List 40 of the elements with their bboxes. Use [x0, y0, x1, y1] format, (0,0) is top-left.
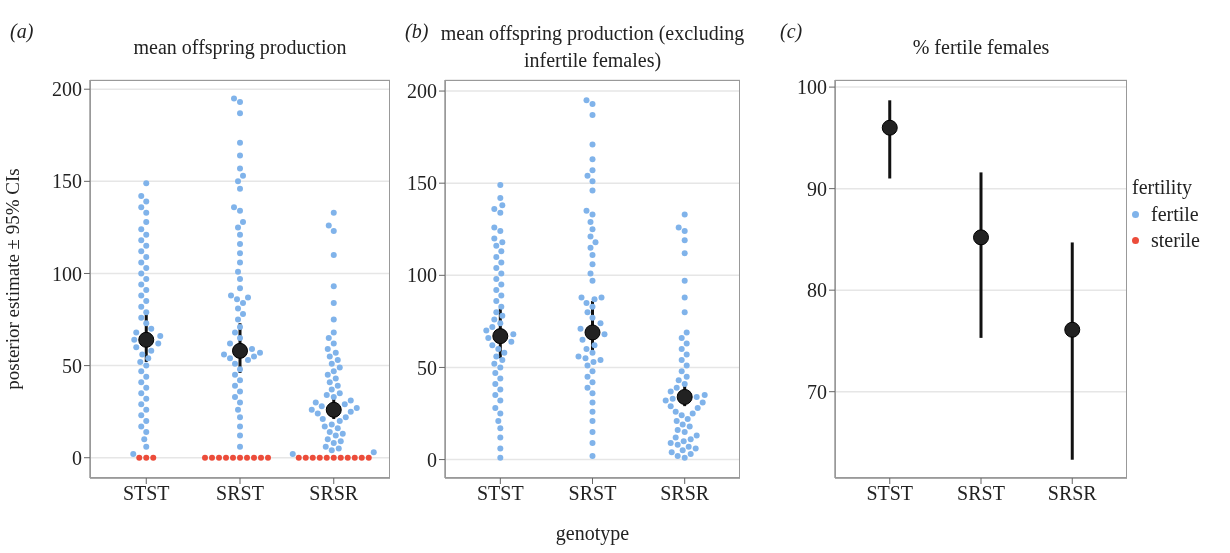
- y-tick-label: 50: [417, 356, 437, 379]
- y-tick-label: 0: [427, 448, 437, 471]
- point: [881, 119, 898, 136]
- x-tick-label: STST: [122, 482, 170, 505]
- x-tick-label: SRSR: [660, 482, 710, 505]
- y-tick-label: 150: [407, 172, 437, 195]
- point: [1064, 321, 1081, 338]
- legend-title: fertility: [1132, 176, 1193, 199]
- chart-title: % fertile females: [912, 34, 1050, 60]
- point: [973, 229, 989, 246]
- legend-label: sterile: [1151, 228, 1200, 252]
- point: [584, 324, 601, 341]
- y-axis-title: posterior estimate ± 95% CIs: [1, 168, 23, 390]
- y-tick-label: 100: [797, 76, 827, 99]
- x-tick-label: SRST: [216, 482, 264, 505]
- point: [492, 328, 509, 345]
- text: (c): [780, 20, 803, 43]
- y-tick-label: 90: [807, 177, 827, 200]
- y-tick-label: 80: [807, 279, 827, 302]
- y-tick-label: 70: [807, 380, 827, 403]
- y-tick-label: 0: [72, 446, 82, 469]
- text: (a): [10, 20, 34, 43]
- x-tick-label: SRST: [568, 482, 617, 505]
- x-tick-label: SRSR: [309, 482, 359, 505]
- x-tick-label: STST: [866, 482, 914, 505]
- y-tick-label: 200: [407, 80, 437, 103]
- chart-title: mean offspring production: [133, 34, 347, 61]
- legend-label: fertile: [1151, 202, 1199, 226]
- y-tick-label: 100: [407, 264, 437, 287]
- y-tick-label: 200: [52, 78, 82, 101]
- x-tick-label: SRSR: [1047, 482, 1098, 505]
- chart-title: mean offspring production (excluding infertile females): [439, 21, 746, 74]
- x-axis-title: genotype: [555, 522, 630, 545]
- x-tick-label: SRST: [957, 482, 1005, 505]
- y-tick-label: 150: [52, 170, 82, 193]
- y-tick-label: 100: [52, 262, 82, 285]
- text: (b): [405, 20, 429, 43]
- y-tick-label: 50: [62, 354, 82, 377]
- x-tick-label: STST: [476, 482, 524, 505]
- point: [676, 388, 693, 405]
